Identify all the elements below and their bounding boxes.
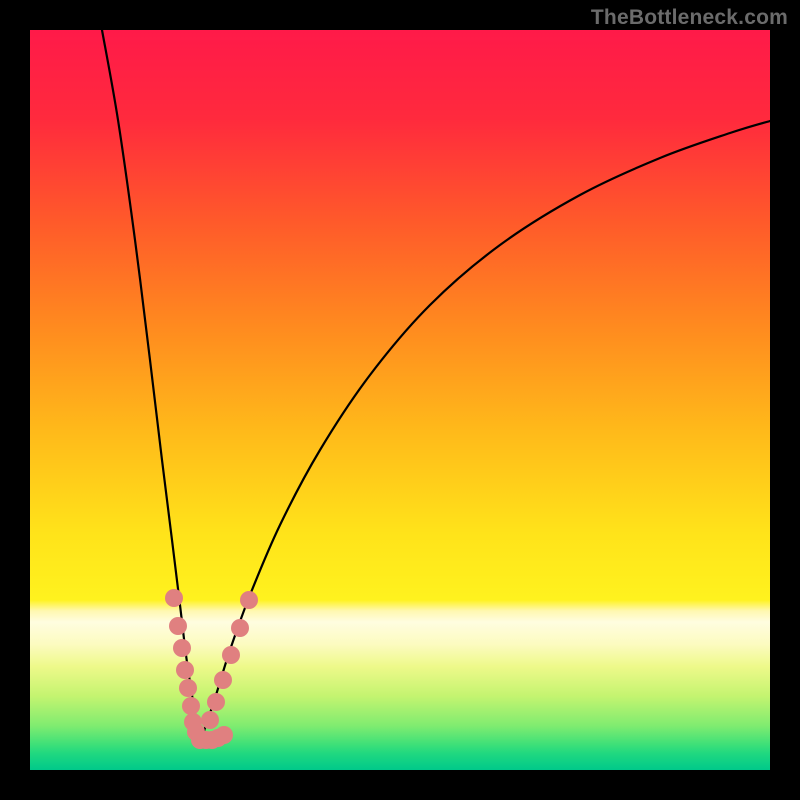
chart-svg xyxy=(30,30,770,770)
data-point xyxy=(165,589,183,607)
data-point xyxy=(214,671,232,689)
data-point xyxy=(215,726,233,744)
data-point xyxy=(240,591,258,609)
watermark-label: TheBottleneck.com xyxy=(591,6,788,30)
data-point xyxy=(222,646,240,664)
data-point xyxy=(207,693,225,711)
data-point xyxy=(179,679,197,697)
data-point xyxy=(173,639,191,657)
data-point xyxy=(201,711,219,729)
gradient-background xyxy=(30,30,770,770)
data-point xyxy=(176,661,194,679)
data-point xyxy=(182,697,200,715)
data-point xyxy=(169,617,187,635)
chart-frame: TheBottleneck.com xyxy=(0,0,800,800)
data-point xyxy=(231,619,249,637)
plot-area xyxy=(30,30,770,770)
